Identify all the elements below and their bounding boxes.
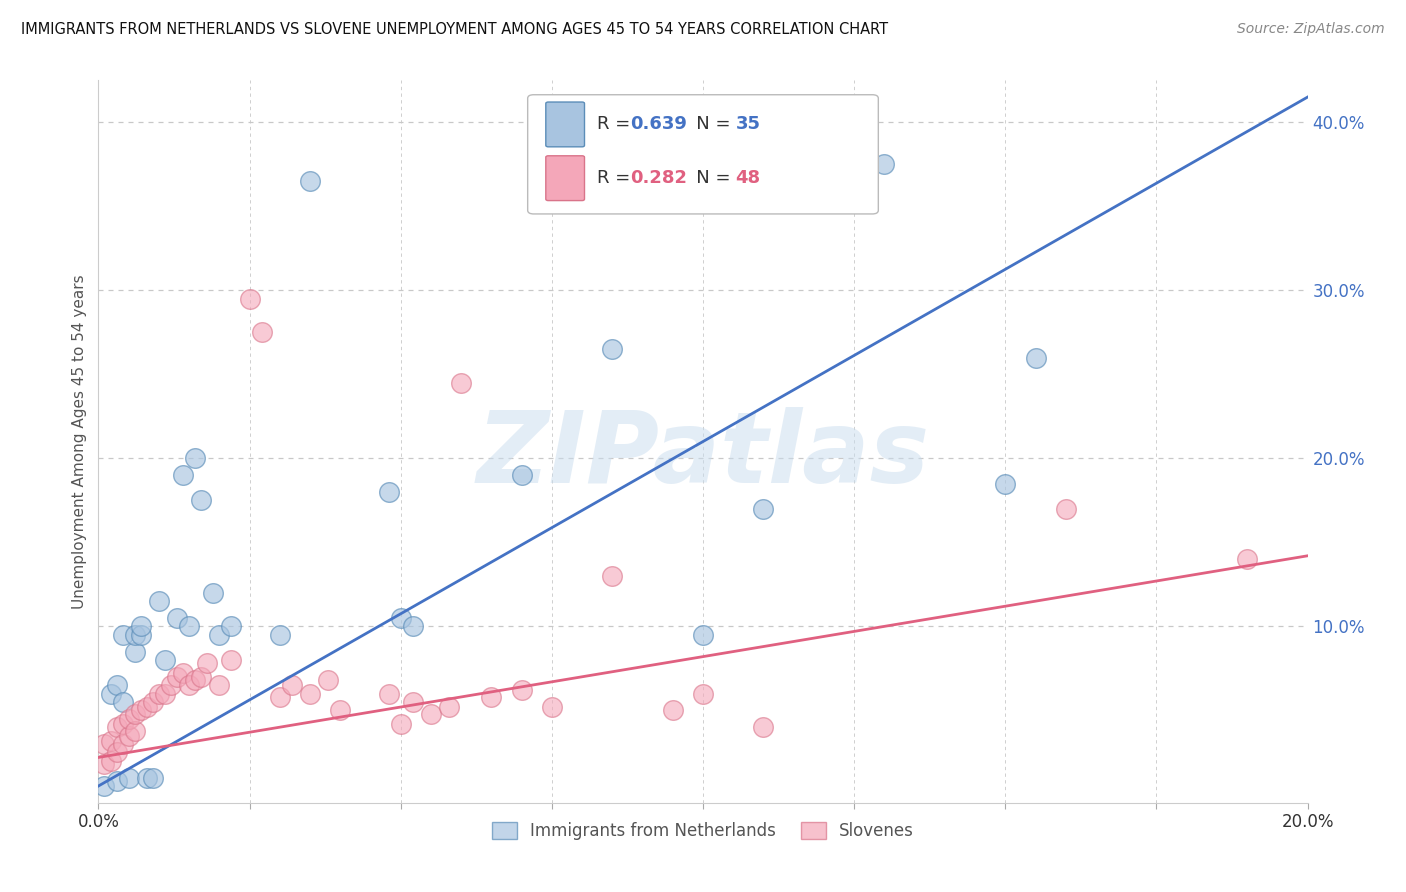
Slovenes bbox=[166, 670, 188, 684]
Slovenes bbox=[129, 703, 152, 717]
Slovenes bbox=[118, 712, 141, 726]
Immigrants from Netherlands bbox=[153, 653, 176, 667]
Immigrants from Netherlands bbox=[994, 476, 1017, 491]
Slovenes bbox=[105, 720, 128, 734]
Immigrants from Netherlands bbox=[129, 628, 152, 642]
Immigrants from Netherlands bbox=[752, 501, 775, 516]
Text: 48: 48 bbox=[735, 169, 761, 187]
Slovenes bbox=[208, 678, 231, 692]
Slovenes bbox=[111, 737, 134, 751]
Text: 0.282: 0.282 bbox=[630, 169, 688, 187]
Text: ZIPatlas: ZIPatlas bbox=[477, 408, 929, 505]
Immigrants from Netherlands bbox=[602, 342, 624, 356]
Immigrants from Netherlands bbox=[221, 619, 243, 633]
Slovenes bbox=[692, 687, 714, 701]
FancyBboxPatch shape bbox=[546, 156, 585, 201]
Immigrants from Netherlands bbox=[166, 611, 188, 625]
Immigrants from Netherlands bbox=[389, 611, 412, 625]
Text: N =: N = bbox=[679, 115, 737, 134]
Immigrants from Netherlands bbox=[299, 174, 322, 188]
Immigrants from Netherlands bbox=[124, 628, 146, 642]
Immigrants from Netherlands bbox=[1024, 351, 1046, 365]
Slovenes bbox=[172, 666, 194, 681]
Immigrants from Netherlands bbox=[269, 628, 291, 642]
Immigrants from Netherlands bbox=[692, 628, 714, 642]
Immigrants from Netherlands bbox=[202, 586, 225, 600]
Slovenes bbox=[316, 673, 339, 687]
Slovenes bbox=[135, 700, 157, 714]
Slovenes bbox=[142, 695, 165, 709]
Immigrants from Netherlands bbox=[124, 644, 146, 658]
Slovenes bbox=[239, 292, 262, 306]
Text: R =: R = bbox=[596, 115, 636, 134]
Slovenes bbox=[269, 690, 291, 704]
Immigrants from Netherlands bbox=[172, 468, 194, 483]
Slovenes bbox=[450, 376, 472, 390]
Immigrants from Netherlands bbox=[142, 771, 165, 785]
Immigrants from Netherlands bbox=[135, 771, 157, 785]
Slovenes bbox=[153, 687, 176, 701]
Immigrants from Netherlands bbox=[179, 619, 201, 633]
Immigrants from Netherlands bbox=[184, 451, 207, 466]
Immigrants from Netherlands bbox=[208, 628, 231, 642]
Slovenes bbox=[190, 670, 212, 684]
Slovenes bbox=[602, 569, 624, 583]
Slovenes bbox=[93, 757, 115, 772]
Immigrants from Netherlands bbox=[190, 493, 212, 508]
Slovenes bbox=[481, 690, 503, 704]
Slovenes bbox=[402, 695, 425, 709]
Immigrants from Netherlands bbox=[105, 678, 128, 692]
Slovenes bbox=[299, 687, 322, 701]
Immigrants from Netherlands bbox=[118, 771, 141, 785]
Immigrants from Netherlands bbox=[129, 619, 152, 633]
Slovenes bbox=[389, 716, 412, 731]
Slovenes bbox=[195, 657, 218, 671]
Immigrants from Netherlands bbox=[111, 695, 134, 709]
Slovenes bbox=[752, 720, 775, 734]
Slovenes bbox=[437, 700, 460, 714]
Slovenes bbox=[160, 678, 183, 692]
Immigrants from Netherlands bbox=[100, 687, 122, 701]
Immigrants from Netherlands bbox=[377, 485, 399, 500]
Immigrants from Netherlands bbox=[93, 779, 115, 793]
Slovenes bbox=[124, 723, 146, 738]
Slovenes bbox=[100, 733, 122, 747]
Text: 35: 35 bbox=[735, 115, 761, 134]
Slovenes bbox=[540, 700, 562, 714]
Text: Source: ZipAtlas.com: Source: ZipAtlas.com bbox=[1237, 22, 1385, 37]
Slovenes bbox=[184, 673, 207, 687]
Text: R =: R = bbox=[596, 169, 636, 187]
Text: 0.639: 0.639 bbox=[630, 115, 688, 134]
Immigrants from Netherlands bbox=[105, 774, 128, 789]
Legend: Immigrants from Netherlands, Slovenes: Immigrants from Netherlands, Slovenes bbox=[485, 815, 921, 847]
FancyBboxPatch shape bbox=[546, 102, 585, 147]
Immigrants from Netherlands bbox=[148, 594, 170, 608]
Slovenes bbox=[105, 745, 128, 759]
Y-axis label: Unemployment Among Ages 45 to 54 years: Unemployment Among Ages 45 to 54 years bbox=[72, 274, 87, 609]
FancyBboxPatch shape bbox=[527, 95, 879, 214]
Slovenes bbox=[377, 687, 399, 701]
Slovenes bbox=[124, 706, 146, 721]
Immigrants from Netherlands bbox=[873, 157, 896, 171]
Immigrants from Netherlands bbox=[510, 468, 533, 483]
Slovenes bbox=[661, 703, 683, 717]
Immigrants from Netherlands bbox=[111, 628, 134, 642]
Slovenes bbox=[100, 754, 122, 768]
Slovenes bbox=[1054, 501, 1077, 516]
Slovenes bbox=[250, 326, 273, 340]
Text: N =: N = bbox=[679, 169, 737, 187]
Slovenes bbox=[148, 687, 170, 701]
Text: IMMIGRANTS FROM NETHERLANDS VS SLOVENE UNEMPLOYMENT AMONG AGES 45 TO 54 YEARS CO: IMMIGRANTS FROM NETHERLANDS VS SLOVENE U… bbox=[21, 22, 889, 37]
Immigrants from Netherlands bbox=[402, 619, 425, 633]
Slovenes bbox=[179, 678, 201, 692]
Slovenes bbox=[118, 729, 141, 743]
Slovenes bbox=[329, 703, 352, 717]
Slovenes bbox=[93, 737, 115, 751]
Slovenes bbox=[420, 706, 443, 721]
Slovenes bbox=[510, 683, 533, 698]
Slovenes bbox=[281, 678, 304, 692]
Slovenes bbox=[221, 653, 243, 667]
Slovenes bbox=[111, 716, 134, 731]
Slovenes bbox=[1236, 552, 1258, 566]
